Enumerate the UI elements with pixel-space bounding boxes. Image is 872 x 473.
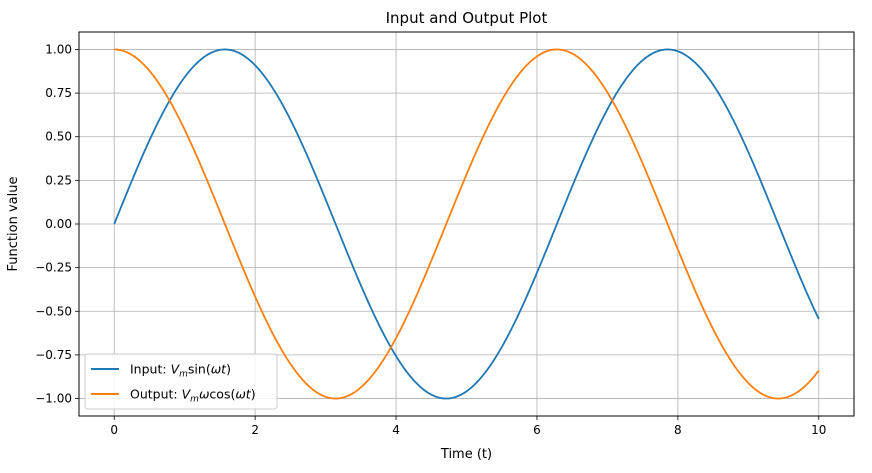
- x-axis-label: Time (t): [440, 447, 492, 462]
- legend-output-prefix: Output:: [130, 387, 182, 402]
- y-tick-label: −0.75: [35, 348, 72, 362]
- legend-input-close: ): [226, 362, 231, 377]
- legend-output-func: cos(: [209, 387, 235, 402]
- legend: Input: Vmsin(ωt) Output: Vmωcos(ωt): [84, 353, 278, 410]
- y-tick-label: 0.75: [45, 86, 72, 100]
- legend-output-wt: ωt: [235, 387, 251, 402]
- y-tick-label: 0.00: [45, 217, 72, 231]
- legend-box: [84, 353, 278, 410]
- input-series-line: [113, 48, 820, 400]
- legend-output-omega: ω: [199, 387, 209, 402]
- chart-title: Input and Output Plot: [386, 9, 548, 27]
- legend-input-prefix: Input:: [130, 362, 171, 377]
- y-tick-label: −1.00: [35, 392, 72, 406]
- legend-output-sub-m: m: [190, 395, 199, 405]
- legend-output-v: V: [182, 387, 192, 402]
- x-tick-label: 4: [392, 423, 400, 437]
- output-series-line: [114, 48, 820, 400]
- y-tick-label: −0.25: [35, 261, 72, 275]
- x-tick-label: 2: [251, 423, 259, 437]
- y-tick-label: 1.00: [45, 42, 72, 56]
- legend-output-close: ): [251, 387, 256, 402]
- legend-input-func: sin(: [188, 362, 211, 377]
- y-axis-label: Function value: [6, 177, 21, 272]
- x-tick-label: 10: [811, 423, 826, 437]
- legend-input-wt: ωt: [211, 362, 227, 377]
- legend-input-v: V: [171, 362, 181, 377]
- x-tick-label: 8: [674, 423, 682, 437]
- y-tick-label: −0.50: [35, 304, 72, 318]
- legend-input-label: Input: Vmsin(ωt): [130, 362, 231, 380]
- series-layer: [113, 48, 820, 400]
- y-tick-label: 0.50: [45, 130, 72, 144]
- y-tick-label: 0.25: [45, 173, 72, 187]
- y-axis-ticks: −1.00 −0.75 −0.50 −0.25 0.00 0.25 0.50 0.75 1.00: [35, 42, 79, 406]
- x-tick-label: 0: [110, 423, 118, 437]
- legend-input-sub-m: m: [179, 370, 188, 380]
- x-tick-label: 6: [533, 423, 541, 437]
- x-axis-ticks: 0 2 4 6 8 10: [110, 416, 826, 437]
- legend-output-label: Output: Vmωcos(ωt): [130, 387, 256, 405]
